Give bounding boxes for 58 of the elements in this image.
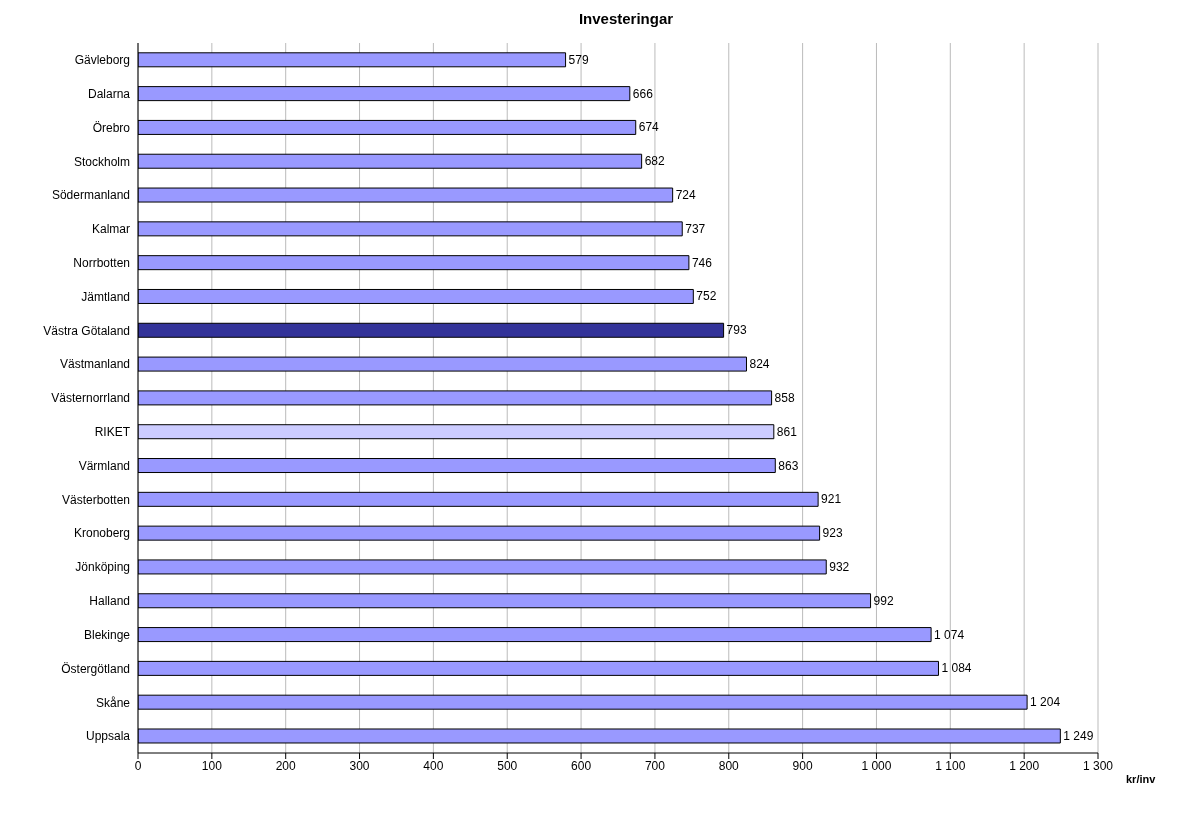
y-tick-label: Skåne xyxy=(95,695,131,710)
data-label: 824 xyxy=(749,357,770,372)
data-label: 746 xyxy=(691,255,713,270)
x-tick-label: 800 xyxy=(718,758,740,773)
x-tick-label: 400 xyxy=(423,758,444,773)
data-label: 752 xyxy=(696,289,717,304)
data-label: 858 xyxy=(774,390,795,405)
y-tick-label: Östergötland xyxy=(61,661,130,676)
data-label: 1 074 xyxy=(934,627,965,642)
data-label: 682 xyxy=(644,154,665,169)
x-tick-label: 1 000 xyxy=(861,758,892,773)
y-tick-label: Gävleborg xyxy=(74,53,130,68)
y-tick-label: Stockholm xyxy=(73,154,130,169)
data-label: 1 204 xyxy=(1030,695,1061,710)
x-tick-label: 100 xyxy=(201,758,223,773)
y-tick-label: Örebro xyxy=(92,120,131,135)
x-tick-label: 200 xyxy=(275,758,297,773)
data-label: 861 xyxy=(776,424,798,439)
y-tick-label: Västernorrland xyxy=(51,391,130,406)
data-label: 1 084 xyxy=(941,661,972,676)
y-tick-label: Jönköping xyxy=(75,560,130,575)
data-label: 579 xyxy=(568,52,589,67)
x-tick-label: 900 xyxy=(792,758,813,773)
y-tick-label: Kalmar xyxy=(91,222,130,237)
data-label: 863 xyxy=(778,458,799,473)
y-tick-label: Norrbotten xyxy=(73,256,130,271)
y-tick-label: Västerbotten xyxy=(61,492,130,507)
data-label: 921 xyxy=(821,492,842,507)
chart-title: Investeringar xyxy=(577,10,675,27)
y-tick-label: Västra Götaland xyxy=(43,323,130,338)
y-tick-label: Södermanland xyxy=(51,188,130,203)
data-label: 666 xyxy=(632,86,654,101)
y-tick-label: Blekinge xyxy=(83,627,131,642)
x-tick-label: 700 xyxy=(644,758,666,773)
data-label: 992 xyxy=(873,593,894,608)
x-tick-label: 600 xyxy=(571,758,592,773)
y-tick-label: Dalarna xyxy=(87,86,131,101)
x-tick-label: 1 100 xyxy=(935,758,966,773)
y-tick-label: Halland xyxy=(89,594,130,609)
x-tick-label: 0 xyxy=(134,758,142,773)
y-tick-label: Uppsala xyxy=(85,729,131,744)
x-tick-label: 500 xyxy=(497,758,518,773)
data-label: 793 xyxy=(726,323,747,338)
data-label: 932 xyxy=(829,559,850,574)
data-label: 923 xyxy=(822,526,843,541)
data-label: 1 249 xyxy=(1063,729,1094,743)
y-tick-label: Kronoberg xyxy=(73,526,130,541)
y-tick-label: Värmland xyxy=(78,458,130,473)
y-tick-label: Västmanland xyxy=(59,357,130,372)
x-tick-label: 300 xyxy=(349,758,370,773)
x-axis-title: kr/inv xyxy=(1126,772,1157,785)
data-label: 737 xyxy=(685,221,706,236)
x-tick-label: 1 300 xyxy=(1082,758,1114,773)
y-tick-label: Jämtland xyxy=(81,289,130,304)
data-label: 724 xyxy=(675,188,696,203)
y-tick-label: RIKET xyxy=(94,425,131,440)
data-label: 674 xyxy=(638,120,660,135)
x-tick-label: 1 200 xyxy=(1009,758,1040,773)
